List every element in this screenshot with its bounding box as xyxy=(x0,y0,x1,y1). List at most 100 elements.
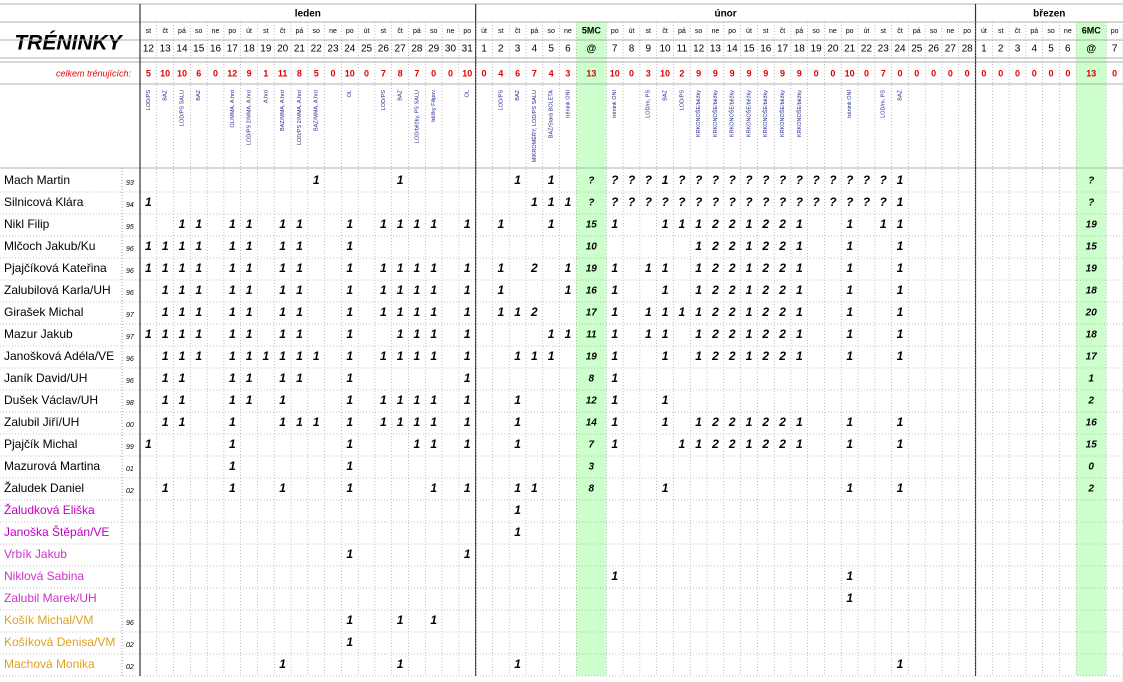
attendance-cell: 1 xyxy=(497,305,504,319)
attendance-cell: 1 xyxy=(296,283,303,297)
activity-label: LOD/PS SALU xyxy=(179,90,185,126)
day-label: 2 xyxy=(498,44,504,55)
attendance-cell: 7 xyxy=(589,440,595,451)
attendance-cell: ? xyxy=(611,173,619,187)
attendance-cell: 1 xyxy=(162,349,169,363)
attendance-cell: 1 xyxy=(662,349,669,363)
attendance-cell: 1 xyxy=(346,261,353,275)
weekday-label: so xyxy=(1047,28,1055,35)
activity-label: LOD/m, PS xyxy=(646,90,652,118)
attendance-cell: 1 xyxy=(645,305,652,319)
attendance-cell: 2 xyxy=(728,217,736,231)
total-count: 0 xyxy=(1032,68,1037,78)
activity-label: LOD/PS xyxy=(146,90,152,111)
attendance-cell: 1 xyxy=(229,239,236,253)
activity-label: BAZ/MMA, A.hrd xyxy=(314,90,320,131)
attendance-cell: ? xyxy=(829,173,837,187)
weekday-label: út xyxy=(981,28,987,35)
player-name: Zalubil Marek/UH xyxy=(4,591,97,605)
player-year: 96 xyxy=(126,620,134,627)
attendance-cell: 1 xyxy=(897,327,904,341)
attendance-cell: 1 xyxy=(662,173,669,187)
weekday-label: pá xyxy=(1030,28,1038,35)
attendance-cell: 2 xyxy=(711,327,719,341)
attendance-cell: ? xyxy=(588,198,594,209)
total-count: 6 xyxy=(196,68,201,78)
activity-label: LOD/PS 2/MMA, A.hrd xyxy=(247,90,253,145)
attendance-cell: 2 xyxy=(711,349,719,363)
attendance-cell: 1 xyxy=(746,217,753,231)
attendance-cell: 1 xyxy=(464,283,471,297)
player-name: Košíková Denisa/VM xyxy=(4,635,115,649)
attendance-cell: 2 xyxy=(761,437,769,451)
day-label: 4 xyxy=(1031,44,1037,55)
player-name: Žaludková Eliška xyxy=(4,502,95,517)
attendance-cell: 1 xyxy=(279,261,286,275)
attendance-cell: 1 xyxy=(548,195,555,209)
player-name: Janošková Adéla/VE xyxy=(4,349,114,363)
activity-label: BAZ xyxy=(515,89,521,100)
player-year: 94 xyxy=(126,202,134,209)
weekday-label: čt xyxy=(662,28,668,35)
attendance-cell: 1 xyxy=(179,415,186,429)
day-label: 26 xyxy=(378,44,390,55)
attendance-cell: 1 xyxy=(897,261,904,275)
day-label: 20 xyxy=(277,44,289,55)
attendance-cell: 1 xyxy=(514,393,521,407)
attendance-cell: 1 xyxy=(179,371,186,385)
total-count: 3 xyxy=(646,68,651,78)
weekday-label: čt xyxy=(280,28,286,35)
attendance-cell: 1 xyxy=(296,415,303,429)
attendance-cell: 1 xyxy=(464,349,471,363)
player-name: Mazur Jakub xyxy=(4,327,73,341)
attendance-cell: 1 xyxy=(548,349,555,363)
total-count: 0 xyxy=(330,68,335,78)
attendance-cell: 1 xyxy=(145,327,152,341)
day-label: 13 xyxy=(160,44,172,55)
attendance-cell: 1 xyxy=(279,371,286,385)
attendance-cell: 1 xyxy=(380,305,387,319)
activity-label: BAZ xyxy=(196,89,202,100)
player-name: Zalubilová Karla/UH xyxy=(4,283,111,297)
activity-label: BAZ/Stará BOLETA xyxy=(549,90,555,139)
attendance-cell: 2 xyxy=(1087,484,1094,495)
activity-label: KRKONOŠE/běžky xyxy=(745,90,752,137)
attendance-cell: 1 xyxy=(430,349,437,363)
attendance-cell: 1 xyxy=(380,349,387,363)
total-count: 0 xyxy=(213,68,218,78)
attendance-cell: 1 xyxy=(380,415,387,429)
attendance-cell: 1 xyxy=(695,415,702,429)
player-year: 97 xyxy=(126,312,135,319)
weekday-label: út xyxy=(246,28,252,35)
attendance-cell: 20 xyxy=(1085,308,1098,319)
attendance-cell: 1 xyxy=(346,239,353,253)
attendance-cell: 19 xyxy=(1086,264,1098,275)
attendance-cell: 1 xyxy=(746,327,753,341)
weekday-label: so xyxy=(547,28,555,35)
weekday-label: pá xyxy=(678,28,686,35)
activity-label: trénink ONI xyxy=(612,90,618,118)
attendance-cell: 1 xyxy=(145,437,152,451)
attendance-cell: 1 xyxy=(397,261,404,275)
weekday-label: pá xyxy=(795,28,803,35)
month-label: leden xyxy=(295,9,321,20)
total-count: 0 xyxy=(981,68,986,78)
attendance-cell: 16 xyxy=(586,286,598,297)
weekday-label: po xyxy=(846,28,854,35)
player-year: 00 xyxy=(126,422,134,429)
attendance-cell: 2 xyxy=(728,239,736,253)
attendance-cell: 1 xyxy=(279,481,286,495)
total-count: 9 xyxy=(696,68,701,78)
weekday-label: pá xyxy=(530,28,538,35)
attendance-cell: 1 xyxy=(565,195,572,209)
attendance-cell: 1 xyxy=(430,217,437,231)
attendance-cell: ? xyxy=(628,195,636,209)
attendance-cell: 1 xyxy=(246,217,253,231)
attendance-cell: 1 xyxy=(296,261,303,275)
attendance-cell: 1 xyxy=(897,415,904,429)
total-count: 11 xyxy=(278,68,288,78)
attendance-cell: 1 xyxy=(897,195,904,209)
weekday-label: ne xyxy=(212,28,220,35)
player-name: Mlčoch Jakub/Ku xyxy=(4,239,95,253)
